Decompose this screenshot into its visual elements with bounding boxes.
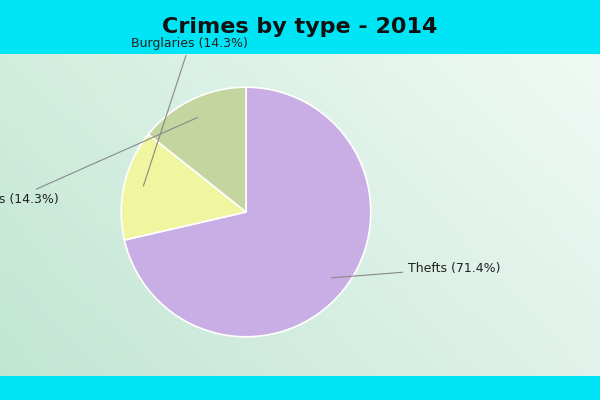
Text: Thefts (71.4%): Thefts (71.4%) — [332, 262, 501, 278]
Wedge shape — [121, 134, 246, 240]
Text: Crimes by type - 2014: Crimes by type - 2014 — [163, 17, 437, 37]
Text: Burglaries (14.3%): Burglaries (14.3%) — [131, 37, 248, 186]
Bar — [0, 0, 600, 54]
Wedge shape — [124, 87, 371, 337]
Bar — [0, 376, 600, 400]
Bar — [0, 54, 600, 376]
Wedge shape — [148, 87, 246, 212]
Text: City-Data.com: City-Data.com — [461, 62, 547, 74]
Text: Rapes (14.3%): Rapes (14.3%) — [0, 118, 197, 206]
